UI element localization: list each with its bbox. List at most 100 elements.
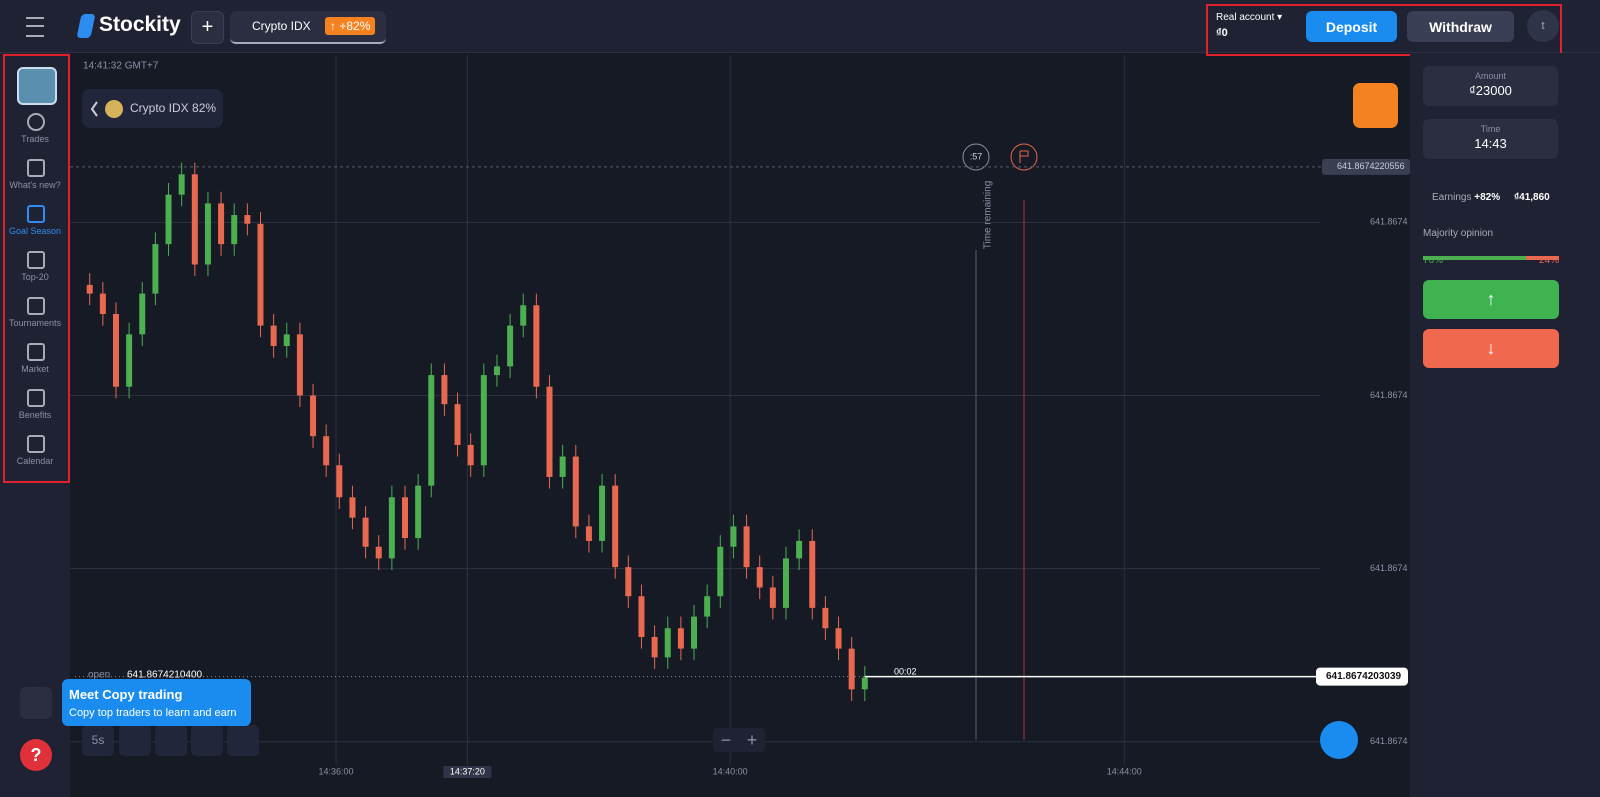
amount: ₫23000	[1469, 83, 1512, 98]
layout-button[interactable]	[227, 725, 259, 756]
copy-trade-button[interactable]	[1353, 83, 1398, 128]
up-button[interactable]: ↑	[1423, 280, 1559, 319]
sidebar: Trades What's new? Goal Season Top-20 Tourna…	[0, 53, 70, 797]
account-type-text: Real account	[1216, 12, 1275, 23]
timeframe-button[interactable]	[82, 725, 114, 756]
current-price-label: 641.8674203039	[1326, 671, 1402, 682]
candle-body	[257, 223, 264, 326]
zoom-in[interactable]: +	[747, 730, 758, 750]
sidebar-icon[interactable]	[27, 297, 45, 315]
profile-avatar[interactable]	[17, 67, 57, 105]
candle-body	[664, 628, 671, 658]
tooltip-text: Copy top traders to learn and earn	[69, 707, 237, 719]
copy-trading-icon[interactable]	[20, 687, 52, 719]
add-asset[interactable]: +	[191, 11, 224, 44]
help-button[interactable]: ?	[20, 739, 52, 771]
avatar[interactable]: t	[1527, 10, 1559, 42]
candle-body	[743, 526, 750, 568]
deposit-button[interactable]: Deposit	[1306, 11, 1397, 42]
withdraw-text: Withdraw	[1429, 18, 1492, 35]
sidebar-label[interactable]: Calendar	[16, 456, 54, 466]
candle-body	[126, 334, 133, 387]
timeframe: 5s	[92, 733, 105, 747]
sidebar-icon[interactable]	[27, 343, 45, 361]
clock: 14:41:32 GMT+7	[83, 61, 159, 72]
calendar-button[interactable]	[1320, 721, 1358, 759]
asset-chip[interactable]	[82, 89, 223, 128]
time-label: Time	[1480, 124, 1501, 134]
time-box[interactable]: Time 14:43	[1423, 119, 1558, 159]
sidebar-label[interactable]: Benefits	[18, 410, 52, 420]
chart-type-button[interactable]	[119, 725, 151, 756]
time-remaining: Time remaining	[983, 181, 994, 250]
sidebar-icon[interactable]	[27, 113, 45, 131]
current-price-bg	[1316, 667, 1408, 686]
sidebar-label[interactable]: Market	[21, 364, 49, 374]
sidebar-icon[interactable]	[27, 159, 45, 177]
candle-body	[480, 375, 487, 466]
account-type[interactable]: Real account ▾	[1216, 12, 1283, 23]
open-label: open	[88, 670, 110, 681]
flag-icon	[1019, 150, 1029, 163]
candle-body	[402, 497, 408, 539]
sidebar-label[interactable]: Trades	[21, 134, 49, 144]
y-tick-label: 641.8674	[1370, 217, 1408, 227]
majority-down: 24%	[1539, 255, 1560, 266]
candle-body	[493, 366, 500, 376]
indicators-button[interactable]	[155, 725, 187, 756]
balance: ₫0	[1216, 27, 1228, 39]
amount-label: Amount	[1474, 71, 1507, 81]
copy-trading-tooltip[interactable]: Meet Copy trading Copy top traders to le…	[62, 679, 251, 726]
candle-body	[86, 284, 93, 294]
candle-body	[809, 540, 816, 608]
zoom-out[interactable]: −	[721, 730, 732, 750]
candle-body	[336, 465, 343, 498]
candle-body	[270, 325, 277, 346]
candle-body	[310, 395, 317, 437]
sidebar-icon[interactable]	[27, 435, 45, 453]
sidebar-label[interactable]: Top-20	[21, 272, 49, 282]
sidebar-label[interactable]: Goal Season	[8, 226, 62, 236]
candle-body	[375, 546, 382, 559]
candle-body	[362, 517, 369, 547]
candle-body	[520, 305, 527, 326]
candle-body	[625, 567, 632, 597]
open-price: 641.8674210400	[127, 670, 203, 681]
chart: 14:41:32 GMT+7 Crypto IDX 82% :57 Time r…	[70, 55, 1410, 778]
candle-body	[441, 375, 448, 405]
menu-icon[interactable]	[26, 17, 44, 37]
candle-body	[323, 436, 330, 466]
candle-body	[546, 386, 553, 477]
candle-body	[822, 607, 829, 629]
down-button[interactable]: ↓	[1423, 329, 1559, 368]
expiry-circle	[1010, 143, 1038, 171]
candle-body	[848, 648, 855, 690]
sidebar-label[interactable]: What's new?	[9, 180, 61, 190]
candle-body	[204, 203, 211, 265]
sidebar-label[interactable]: Tournaments	[8, 318, 62, 328]
sidebar-icon[interactable]	[27, 251, 45, 269]
asset-tab[interactable]: Crypto IDX ↑ +82%	[230, 11, 386, 44]
candle-body	[533, 305, 540, 387]
candle-body	[559, 456, 566, 477]
crosshair-label: 14:37:20	[450, 766, 485, 776]
withdraw-button[interactable]: Withdraw	[1407, 11, 1514, 42]
sidebar-icon[interactable]	[27, 389, 45, 407]
back-icon	[90, 101, 98, 117]
majority-label: Majority opinion	[1423, 228, 1494, 239]
deposit-text: Deposit	[1325, 18, 1378, 35]
drawing-button[interactable]	[191, 725, 223, 756]
y-tick-label: 641.8674	[1370, 390, 1408, 400]
y-tick-label: 641.8674	[1370, 736, 1408, 746]
amount-box[interactable]: Amount ₫23000	[1423, 66, 1558, 106]
zoom-control[interactable]	[713, 728, 765, 752]
candle-body	[756, 567, 763, 588]
sidebar-icon[interactable]	[27, 205, 45, 223]
countdown: 00:02	[894, 666, 917, 676]
tooltip-title: Meet Copy trading	[69, 687, 183, 702]
y-tick-label: 641.8674	[1370, 563, 1408, 573]
candle-body	[178, 174, 185, 195]
header: Stockity + Crypto IDX ↑ +82% Real accoun…	[0, 0, 1600, 56]
candle-body	[231, 215, 238, 245]
logo-icon	[76, 14, 96, 38]
